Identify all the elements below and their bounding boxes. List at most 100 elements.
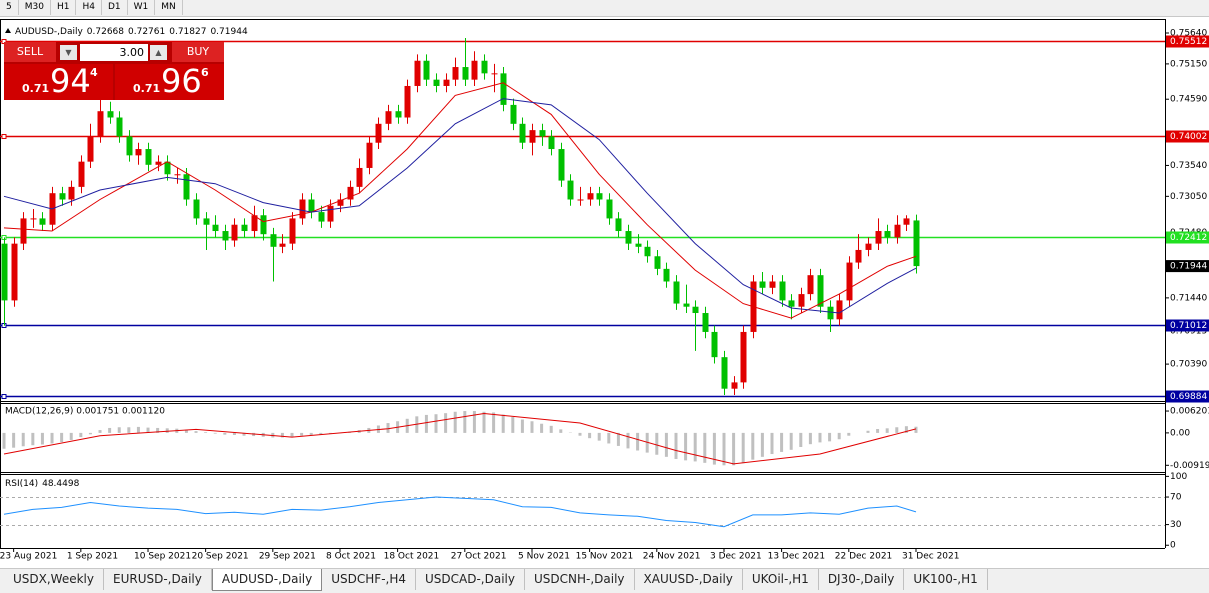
macd-bar xyxy=(847,432,851,436)
x-tick-label: 24 Nov 2021 xyxy=(643,552,701,562)
candle-body xyxy=(126,136,133,156)
macd-bar xyxy=(530,421,534,433)
lots-input[interactable]: 3.00 xyxy=(80,44,148,61)
buy-button[interactable]: BUY xyxy=(172,42,224,62)
lots-down[interactable]: ▼ xyxy=(60,45,77,60)
macd-bar xyxy=(309,432,313,436)
macd-bar xyxy=(578,432,582,436)
chart-tab[interactable]: UKOil-,H1 xyxy=(743,569,819,590)
timeframe-button[interactable]: H1 xyxy=(51,0,77,15)
chart-tab[interactable]: UK100-,H1 xyxy=(904,569,988,590)
candle-body xyxy=(836,300,843,320)
macd-bar xyxy=(664,432,668,457)
x-tick-label: 13 Dec 2021 xyxy=(768,552,826,562)
macd-bar xyxy=(636,432,640,451)
candle-body xyxy=(366,142,373,168)
macd-bar xyxy=(156,427,160,433)
macd-bar xyxy=(549,425,553,433)
candle-body xyxy=(260,215,267,235)
candle-body xyxy=(347,186,354,200)
y-tick-label: 0.75150 xyxy=(1170,59,1207,69)
timeframe-button[interactable]: H4 xyxy=(76,0,102,15)
sell-price[interactable]: 0.71 94 4 xyxy=(4,62,113,100)
macd-bar xyxy=(319,432,323,435)
timeframe-button[interactable]: W1 xyxy=(128,0,156,15)
macd-bar xyxy=(69,432,73,440)
macd-bar xyxy=(828,432,832,442)
candle-body xyxy=(327,205,334,222)
macd-bar xyxy=(914,426,918,433)
ohlc-value: 0.72668 xyxy=(87,27,124,37)
chart-tab[interactable]: XAUUSD-,Daily xyxy=(635,569,743,590)
chart-tabs: USDX,Weekly EURUSD-,Daily AUDUSD-,Daily USD… xyxy=(0,568,1209,593)
candle-body xyxy=(673,281,680,304)
macd-bar xyxy=(895,427,899,433)
lots-up[interactable]: ▲ xyxy=(150,45,167,60)
macd-bar xyxy=(597,432,601,441)
chart-tab[interactable]: USDCHF-,H4 xyxy=(322,569,416,590)
x-tick-label: 5 Nov 2021 xyxy=(518,552,570,562)
buy-price[interactable]: 0.71 96 6 xyxy=(115,62,224,100)
macd-bar xyxy=(424,414,428,433)
macd-bar xyxy=(626,432,630,449)
candle-body xyxy=(375,123,382,143)
macd-bar xyxy=(818,432,822,443)
candle-body xyxy=(491,73,498,75)
price-level-label: 0.72412 xyxy=(1170,233,1207,243)
timeframe-button[interactable]: M30 xyxy=(19,0,51,15)
last-price-label: 0.71944 xyxy=(1170,262,1207,272)
macd-bar xyxy=(60,432,64,443)
candle-body xyxy=(769,281,776,288)
macd-bar xyxy=(770,432,774,455)
price-label-bg xyxy=(1166,35,1209,48)
macd-bar xyxy=(674,432,678,459)
x-tick-label: 29 Sep 2021 xyxy=(259,552,316,562)
timeframe-button[interactable]: MN xyxy=(155,0,183,15)
fraction: 4 xyxy=(90,66,98,79)
chart-tab[interactable]: USDX,Weekly xyxy=(4,569,104,590)
chart-tab[interactable]: AUDUSD-,Daily xyxy=(211,569,323,591)
chart-tab[interactable]: DJ30-,Daily xyxy=(819,569,905,590)
macd-bar xyxy=(866,430,870,433)
chart-background xyxy=(0,17,1209,568)
macd-bar xyxy=(712,432,716,465)
chart-tab[interactable]: EURUSD-,Daily xyxy=(104,569,212,590)
chart-tab[interactable]: USDCNH-,Daily xyxy=(525,569,635,590)
sell-button[interactable]: SELL xyxy=(4,42,56,62)
macd-bar xyxy=(146,427,150,433)
candle-body xyxy=(865,243,872,250)
macd-bar xyxy=(12,432,16,448)
collapse-triangle[interactable] xyxy=(5,28,11,33)
x-tick-label: 3 Dec 2021 xyxy=(710,552,762,562)
chart-tab[interactable]: USDCAD-,Daily xyxy=(416,569,525,590)
indicator-value: 48.4498 xyxy=(42,479,79,489)
candle-body xyxy=(145,149,152,165)
candle-body xyxy=(721,357,728,389)
candle-body xyxy=(788,300,795,307)
indicator-name: RSI(14) xyxy=(5,479,38,489)
macd-bar xyxy=(50,432,54,444)
macd-bar xyxy=(808,432,812,445)
candle-body xyxy=(135,149,142,156)
y-tick-label: 0.73050 xyxy=(1170,192,1207,202)
candle-body xyxy=(174,174,181,176)
timeframe-button[interactable]: 5 xyxy=(0,0,19,15)
candle-body xyxy=(270,234,277,247)
y-tick-label: 0.75640 xyxy=(1170,28,1207,38)
macd-bar xyxy=(444,413,448,433)
ohlc-value: 0.72761 xyxy=(128,27,165,37)
candle-body xyxy=(807,275,814,295)
macd-bar xyxy=(684,432,688,461)
macd-bar xyxy=(540,423,544,433)
timeframe-button[interactable]: D1 xyxy=(102,0,128,15)
level-anchor xyxy=(1,134,7,139)
macd-signal xyxy=(3,412,917,465)
macd-bar xyxy=(482,411,486,433)
candle-body xyxy=(654,256,661,269)
ohlc-value: 0.71944 xyxy=(210,27,247,37)
x-tick-label: 1 Sep 2021 xyxy=(67,552,118,562)
macd-bar xyxy=(194,431,198,433)
candle-body xyxy=(875,231,882,244)
macd-bar xyxy=(223,432,227,435)
price-level-label: 0.69884 xyxy=(1170,392,1207,402)
